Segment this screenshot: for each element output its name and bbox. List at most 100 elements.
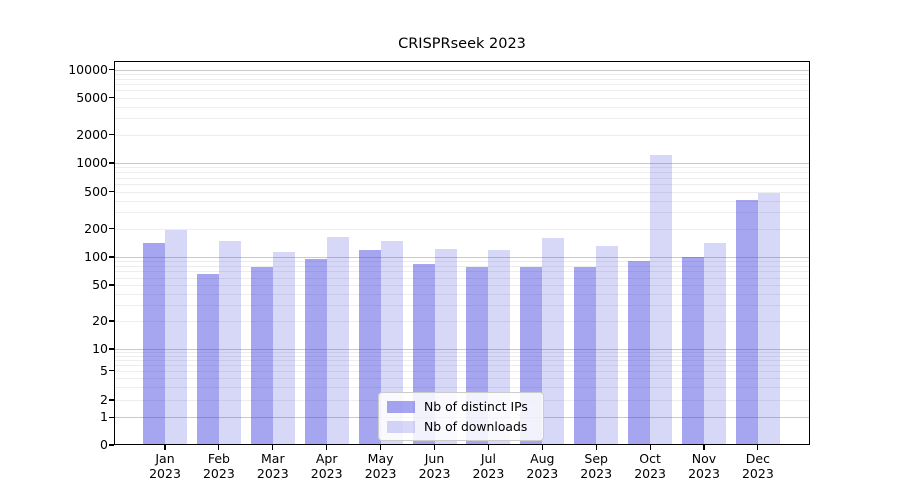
x-tick-label-apr: Apr 2023 — [297, 451, 357, 481]
y-tick-mark — [109, 134, 114, 136]
y-tick-mark — [109, 348, 114, 350]
x-tick-month: Jul — [480, 451, 496, 466]
gridline — [114, 84, 810, 86]
gridline — [114, 364, 810, 366]
x-tick-mark — [433, 445, 436, 450]
gridline — [114, 163, 810, 164]
chart-title: CRISPRseek 2023 — [398, 36, 526, 52]
bar-nb-of-distinct-ips-dec — [735, 199, 758, 445]
y-tick-label: 10 — [92, 341, 108, 356]
gridline — [114, 134, 810, 136]
gridline — [114, 191, 810, 193]
y-tick-label: 5000 — [76, 89, 108, 105]
x-tick-mark — [326, 445, 328, 450]
y-tick-mark — [109, 191, 114, 193]
bar-nb-of-distinct-ips-may — [358, 250, 381, 445]
bar-nb-of-downloads-feb — [218, 240, 241, 445]
y-tick-label: 500 — [84, 183, 108, 199]
x-tick-month: Jun — [424, 451, 445, 466]
y-tick-label: 5 — [100, 362, 108, 378]
x-tick-label-oct: Oct 2023 — [620, 451, 680, 481]
gridline — [114, 360, 810, 362]
x-tick-label-jan: Jan 2023 — [135, 451, 195, 481]
gridline — [114, 377, 810, 379]
y-tick-label: 10000 — [68, 61, 108, 77]
bar-nb-of-distinct-ips-oct — [628, 261, 651, 445]
x-tick-label-sep: Sep 2023 — [566, 451, 626, 481]
x-tick-year: 2023 — [418, 466, 451, 481]
gridline — [114, 78, 810, 80]
x-tick-year: 2023 — [149, 466, 181, 481]
gridline — [114, 167, 810, 169]
y-tick-mark — [109, 370, 114, 372]
y-tick-mark — [109, 399, 114, 401]
x-tick-mark — [757, 445, 759, 450]
x-tick-year: 2023 — [688, 466, 720, 481]
gridline — [114, 370, 810, 372]
x-tick-month: Feb — [207, 451, 230, 466]
x-tick-mark — [380, 445, 382, 450]
x-tick-mark — [218, 445, 220, 450]
x-tick-year: 2023 — [202, 466, 235, 481]
gridline — [114, 257, 810, 258]
gridline — [114, 277, 810, 279]
gridline — [114, 266, 810, 267]
bar-nb-of-distinct-ips-nov — [682, 257, 704, 445]
y-tick-mark — [109, 444, 114, 446]
y-tick-label: 2 — [100, 392, 108, 407]
gridline — [114, 184, 810, 186]
gridline — [114, 305, 810, 307]
x-tick-month: Jan — [155, 451, 175, 466]
x-tick-year: 2023 — [634, 466, 666, 481]
legend-label-downloads: Nb of downloads — [424, 419, 528, 434]
x-tick-month: Mar — [261, 451, 285, 466]
gridline — [114, 212, 810, 214]
gridline — [114, 349, 810, 350]
bar-nb-of-distinct-ips-feb — [196, 274, 219, 445]
x-tick-label-nov: Nov 2023 — [674, 451, 734, 481]
bar-nb-of-downloads-aug — [542, 237, 565, 445]
bar-nb-of-downloads-oct — [650, 154, 673, 445]
x-tick-month: Dec — [745, 451, 770, 466]
x-tick-label-feb: Feb 2023 — [189, 451, 249, 481]
legend-item-distinct-ips: Nb of distinct IPs — [387, 399, 535, 414]
bar-nb-of-downloads-nov — [704, 243, 726, 445]
gridline — [114, 261, 810, 263]
x-tick-mark — [487, 445, 489, 450]
gridline — [114, 172, 810, 174]
legend: Nb of distinct IPs Nb of downloads — [378, 392, 544, 441]
y-tick-label: 0 — [100, 437, 108, 452]
x-tick-mark — [649, 445, 651, 450]
x-tick-label-aug: Aug 2023 — [512, 451, 572, 481]
legend-swatch-downloads — [387, 420, 415, 433]
gridline — [114, 69, 810, 71]
y-tick-label: 200 — [84, 220, 108, 236]
x-tick-month: May — [367, 451, 394, 466]
x-tick-month: Oct — [639, 451, 661, 466]
bar-nb-of-downloads-apr — [326, 236, 349, 445]
y-tick-mark — [109, 284, 114, 286]
x-tick-year: 2023 — [256, 466, 289, 481]
x-tick-month: Sep — [584, 451, 608, 466]
gridline — [114, 200, 810, 202]
y-tick-mark — [109, 162, 114, 164]
y-tick-label: 100 — [84, 249, 108, 264]
gridline — [114, 106, 810, 108]
gridline — [114, 228, 810, 230]
x-tick-month: Aug — [530, 451, 555, 466]
x-tick-month: Nov — [691, 451, 717, 466]
gridline — [114, 352, 810, 354]
gridline — [114, 118, 810, 120]
y-tick-label: 50 — [92, 277, 108, 292]
x-tick-year: 2023 — [364, 466, 397, 481]
x-tick-mark — [164, 445, 166, 450]
x-tick-label-jul: Jul 2023 — [458, 451, 518, 481]
gridline — [114, 321, 810, 322]
y-tick-label: 1 — [100, 409, 108, 425]
bar-nb-of-downloads-dec — [757, 192, 780, 445]
y-tick-label: 2000 — [76, 126, 108, 142]
y-tick-mark — [109, 97, 114, 99]
x-tick-year: 2023 — [580, 466, 613, 481]
x-tick-month: Apr — [315, 451, 338, 466]
gridline — [114, 355, 810, 357]
